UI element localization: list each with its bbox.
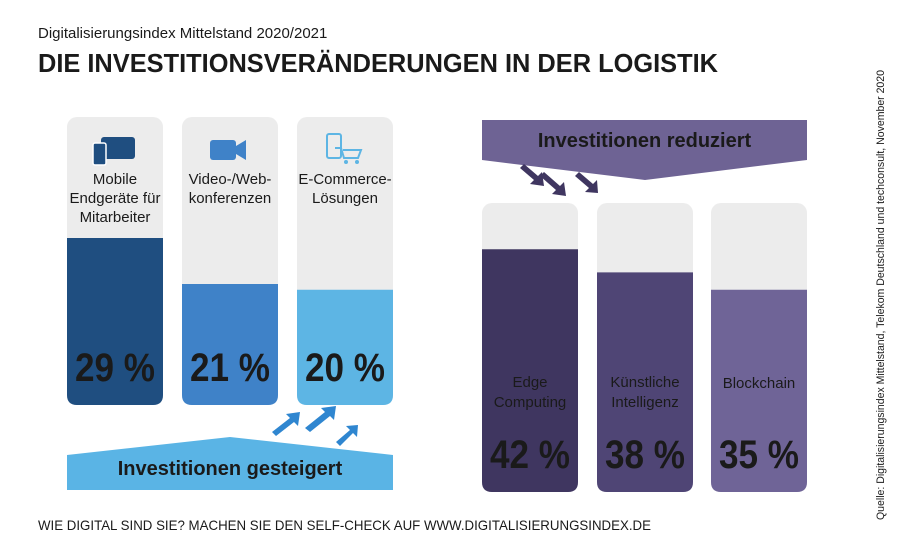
bar [597,272,693,492]
bar [67,237,163,405]
arrows-down [520,164,598,196]
value-label: 20 % [305,346,385,390]
category-label: Blockchain [723,375,796,392]
value-label: 35 % [719,433,799,477]
category-label: Edge Computing [494,374,567,411]
value-label: 29 % [75,346,155,390]
banner [482,120,807,180]
bar [482,249,578,492]
subtitle: Digitalisierungsindex Mittelstand 2020/2… [38,25,327,42]
banner-label: Investitionen reduziert [538,130,752,152]
value-label: 42 % [490,433,570,477]
value-label: 21 % [190,346,270,390]
category-label: Künstliche Intelligenz [610,374,679,411]
bar [297,289,393,405]
title: DIE INVESTITIONSVERÄNDERUNGEN IN DER LOG… [38,48,718,78]
banner-label: Investitionen gesteigert [118,458,343,480]
arrows-up [272,406,358,446]
category-label: E-Commerce-Lösungen [298,171,391,207]
footer: WIE DIGITAL SIND SIE? MACHEN SIE DEN SEL… [38,517,651,533]
category-label: Mobile Endgeräte für Mitarbeiter [70,171,161,226]
bar [711,289,807,492]
source: Quelle: Digitalisierungsindex Mittelstan… [875,70,887,520]
value-label: 38 % [605,433,685,477]
category-label: Video-/Web-konferenzen [189,171,272,207]
bar [182,284,278,405]
banner [67,437,393,490]
